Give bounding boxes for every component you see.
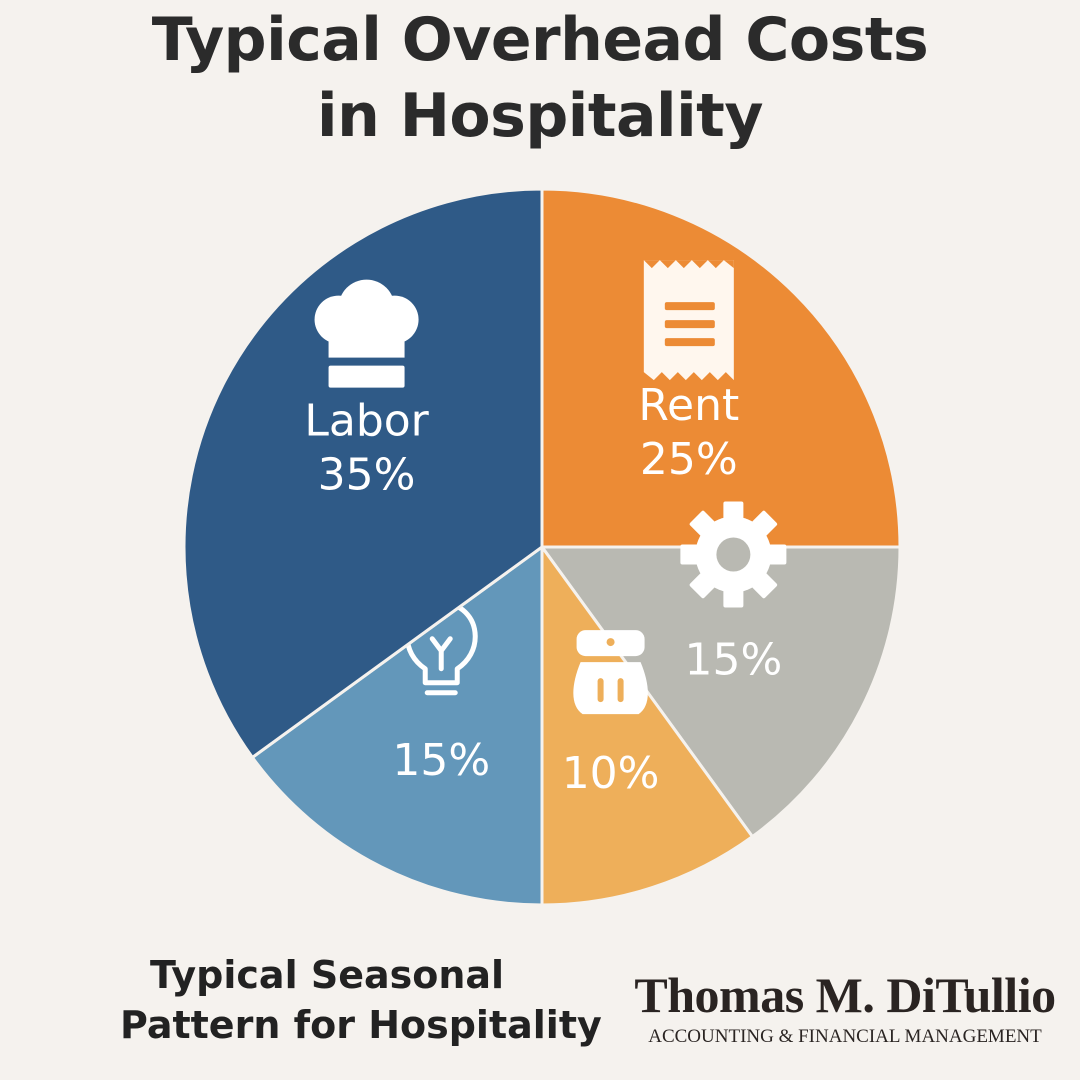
- slice-label-1: Rent: [638, 380, 739, 431]
- brand-tagline: ACCOUNTING & FINANCIAL MANAGEMENT: [648, 1026, 1042, 1047]
- pie-slice-5: [182, 187, 544, 760]
- chart-title: Typical Overhead Costs in Hospitality: [0, 2, 1080, 154]
- slice-value-4: 15%: [392, 735, 490, 786]
- slice-value-1: 25%: [640, 434, 738, 485]
- chart-title-line-1: Typical Overhead Costs: [151, 5, 929, 75]
- slice-label-5: Labor: [304, 396, 429, 447]
- footer-caption-line-2: Pattern for Hospitality: [120, 1003, 602, 1047]
- slice-value-2: 15%: [684, 635, 782, 686]
- chart-title-line-2: in Hospitality: [317, 81, 763, 151]
- brand-name: Thomas M. DiTullio: [634, 967, 1056, 1023]
- gear-icon: [680, 501, 787, 608]
- brand-logo: Thomas M. DiTullio ACCOUNTING & FINANCIA…: [615, 965, 1075, 1049]
- slice-value-3: 10%: [562, 748, 660, 799]
- footer-caption-line-1: Typical Seasonal: [150, 953, 505, 997]
- footer-caption: Typical Seasonal Pattern for Hospitality: [120, 950, 620, 1050]
- pie-slice-2: [539, 545, 902, 839]
- pie-slice-4: [250, 544, 544, 907]
- cookware-icon: [573, 630, 648, 715]
- receipt-icon: [643, 260, 734, 381]
- slice-value-5: 35%: [318, 450, 416, 501]
- chef-hat-icon: [314, 279, 419, 388]
